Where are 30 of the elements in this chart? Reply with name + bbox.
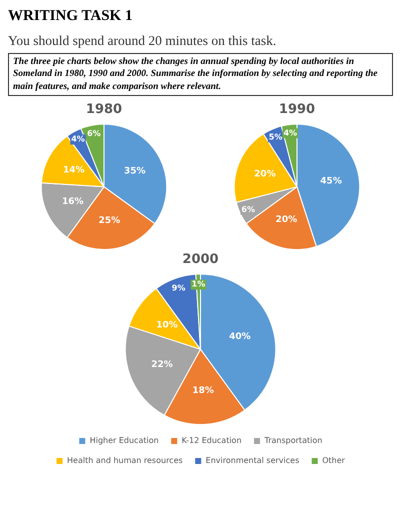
- data-label: 1%: [192, 280, 206, 289]
- data-label: 40%: [229, 332, 251, 342]
- chart-title: 1980: [86, 102, 122, 118]
- legend-label: K-12 Education: [182, 436, 242, 446]
- data-label: 4%: [283, 128, 297, 138]
- data-label: 6%: [241, 204, 255, 214]
- data-label: 20%: [254, 169, 276, 180]
- text: WRITING TASK 1: [8, 8, 134, 25]
- data-label: 10%: [156, 320, 178, 330]
- legend-label: Health and human resources: [67, 456, 183, 466]
- data-label: 45%: [320, 176, 342, 187]
- legend-label: Transportation: [264, 436, 322, 446]
- data-label: 5%: [268, 132, 282, 142]
- data-label: 4%: [71, 134, 86, 144]
- data-label: 35%: [124, 166, 146, 177]
- data-label: 6%: [87, 128, 101, 138]
- text: You should spend around 20 minutes on this task.: [8, 33, 278, 49]
- legend-label: Environmental services: [206, 456, 300, 466]
- data-label: 22%: [151, 360, 173, 370]
- text: The three pie charts below show the changes in annual spending by local authorities in Someland in 1980, 1990 and 2000. Summarise the information by selecting and reporting the main features, and make comparison where relevant.: [8, 53, 393, 96]
- data-label: 20%: [275, 214, 297, 225]
- legend-label: Higher Education: [90, 436, 159, 446]
- data-label: 14%: [63, 166, 85, 176]
- data-label: 16%: [62, 196, 84, 207]
- chart-title: 2000: [182, 252, 219, 268]
- data-label: 18%: [192, 386, 214, 396]
- data-label: 9%: [172, 284, 186, 293]
- data-label: 25%: [98, 216, 120, 226]
- chart-title: 1990: [278, 102, 315, 118]
- legend-label: Other: [322, 456, 346, 466]
